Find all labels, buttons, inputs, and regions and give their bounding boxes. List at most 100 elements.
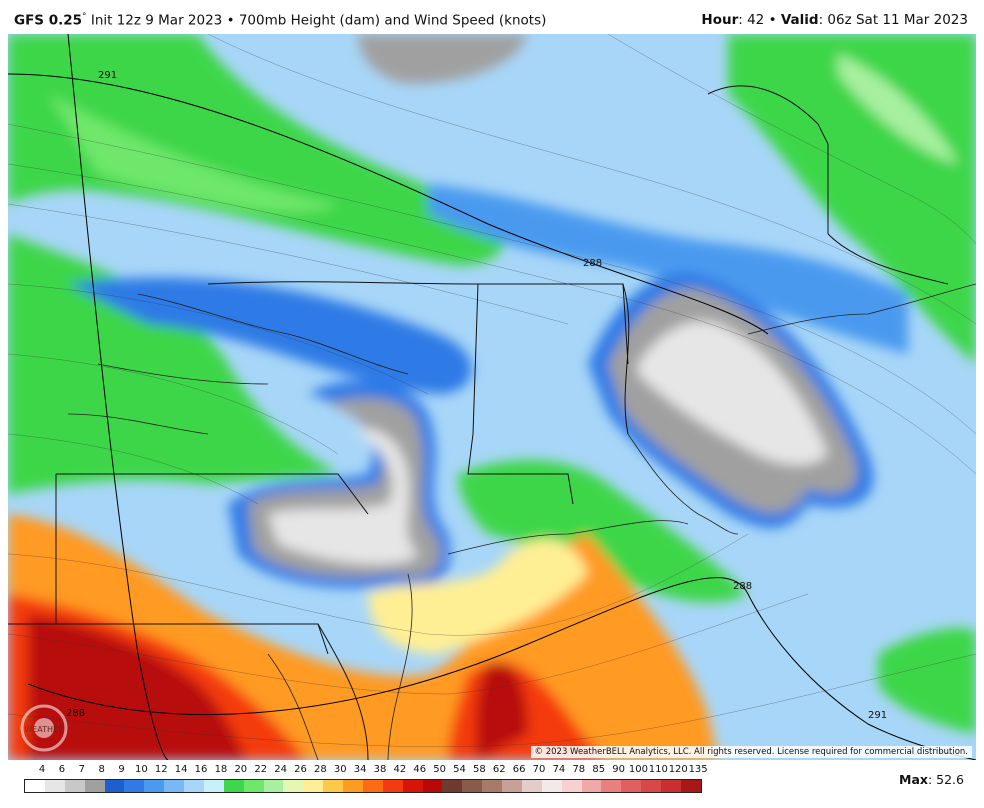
- legend-swatch: [283, 780, 304, 792]
- legend-tick-label: 90: [612, 764, 625, 775]
- init-time: Init 12z 9 Mar 2023: [90, 12, 223, 29]
- legend-tick-label: 58: [473, 764, 486, 775]
- legend-tick-label: 62: [492, 764, 506, 775]
- legend-swatch: [641, 780, 661, 792]
- legend-tick-label: 34: [353, 764, 367, 775]
- legend-tick-label: 20: [234, 764, 248, 775]
- legend-swatch: [362, 780, 383, 792]
- coastlines: [67, 283, 976, 760]
- legend-tick-label: 18: [214, 764, 228, 775]
- legend-tick-label: 28: [313, 764, 327, 775]
- legend-tick-label: 14: [174, 764, 188, 775]
- legend-swatch: [44, 780, 65, 792]
- legend-swatch: [661, 780, 681, 792]
- legend-tick-label: 46: [413, 764, 427, 775]
- hour-value: : 42: [738, 12, 765, 28]
- legend-tick-label: 70: [532, 764, 546, 775]
- model-name: GFS 0.25: [14, 12, 83, 29]
- streamlines: [8, 34, 976, 747]
- weather-map: 291 288 288 288 291 WEATHER © 2023 Weath…: [8, 34, 976, 760]
- legend-swatch: [223, 780, 244, 792]
- legend-swatch: [263, 780, 284, 792]
- contour-label: 291: [868, 710, 887, 721]
- legend-swatch: [422, 780, 443, 792]
- low-core-north: [358, 34, 528, 84]
- legend-swatch: [184, 780, 204, 792]
- legend-swatch: [402, 780, 423, 792]
- valid-label: Valid: [780, 12, 819, 28]
- legend-swatch: [601, 780, 622, 792]
- wind-speed-legend: 4 6 7 8 9 10 12 14 16 18 20 22 24 26 28 30 34 38 42 46 50 54 5…: [24, 764, 708, 793]
- legend-tick-label: 22: [254, 764, 268, 775]
- contour-label: 288: [583, 258, 602, 269]
- contour-labels: 291 288 288 288 291: [66, 70, 887, 721]
- legend-color-bar: [24, 779, 702, 793]
- legend-tick-labels: 4 6 7 8 9 10 12 14 16 18 20 22 24 26 28 30 34 38 42 46 50 54 5…: [24, 764, 708, 778]
- legend-swatch: [541, 780, 562, 792]
- valid-time-block: Hour: 42 • Valid: 06z Sat 11 Mar 2023: [701, 12, 968, 28]
- legend-tick-label: 6: [58, 764, 66, 775]
- legend-tick-label: 66: [512, 764, 526, 775]
- legend-swatch: [502, 780, 522, 792]
- legend-tick-label: 50: [433, 764, 447, 775]
- contour-label: 288: [733, 581, 752, 592]
- legend-swatch: [521, 780, 542, 792]
- legend-swatch: [104, 780, 125, 792]
- legend-tick-label: 26: [294, 764, 307, 775]
- legend-tick-label: 54: [453, 764, 466, 775]
- legend-swatch: [124, 780, 145, 792]
- legend-swatch: [164, 780, 184, 792]
- legend-swatch: [303, 780, 324, 792]
- valid-value: : 06z Sat 11 Mar 2023: [818, 12, 968, 28]
- legend-tick-label: 7: [78, 764, 85, 775]
- legend-tick-label: 30: [333, 764, 347, 775]
- legend-swatch: [343, 780, 363, 792]
- legend-swatch: [621, 780, 642, 792]
- bullet: •: [226, 12, 235, 29]
- legend-tick-label: 135: [688, 764, 708, 775]
- low-core-west-light: [268, 428, 418, 565]
- legend-tick-label: 78: [572, 764, 586, 775]
- legend-tick-label: 12: [154, 764, 168, 775]
- legend-swatch: [25, 780, 45, 792]
- legend-tick-label: 120: [668, 764, 688, 775]
- legend-swatch: [144, 780, 165, 792]
- svg-text:WEATHER: WEATHER: [24, 725, 64, 734]
- legend-swatch: [64, 780, 85, 792]
- jet-maroon-south: [476, 662, 528, 760]
- bullet: •: [768, 12, 777, 28]
- legend-tick-label: 42: [393, 764, 407, 775]
- wind-band-green-west: [8, 234, 338, 494]
- legend-swatch: [462, 780, 483, 792]
- hour-label: Hour: [701, 12, 739, 28]
- max-label: Max: [899, 772, 928, 787]
- legend-tick-label: 24: [274, 764, 287, 775]
- product-name: 700mb Height (dam) and Wind Speed (knots…: [238, 12, 547, 29]
- legend-tick-label: 10: [135, 764, 148, 775]
- legend-tick-label: 4: [38, 764, 46, 775]
- legend-tick-label: 16: [194, 764, 208, 775]
- wind-speed-field: 291 288 288 288 291: [8, 34, 976, 760]
- copyright-notice: © 2023 WeatherBELL Analytics, LLC. All r…: [530, 746, 972, 758]
- legend-swatch: [442, 780, 463, 792]
- legend-swatch: [382, 780, 403, 792]
- low-core-east-light: [638, 321, 828, 465]
- max-value-readout: Max: 52.6: [899, 772, 964, 787]
- legend-swatch: [680, 780, 701, 792]
- legend-swatch: [84, 780, 105, 792]
- wind-band-green-central: [458, 460, 748, 603]
- map-title: GFS 0.25° Init 12z 9 Mar 2023 • 700mb He…: [14, 12, 546, 29]
- wind-band-blue: [68, 277, 472, 394]
- contour-label: 291: [98, 70, 117, 81]
- degree-mark: °: [82, 12, 87, 22]
- legend-tick-label: 8: [98, 764, 105, 775]
- wind-band-green: [8, 34, 507, 266]
- legend-tick-label: 9: [118, 764, 125, 775]
- legend-tick-label: 38: [373, 764, 387, 775]
- legend-tick-label: 85: [592, 764, 606, 775]
- wind-band-light-green: [48, 94, 338, 213]
- legend-swatch: [482, 780, 502, 792]
- legend-swatch: [323, 780, 343, 792]
- wind-band-blue-north: [428, 184, 908, 354]
- contour-label: 288: [66, 708, 85, 719]
